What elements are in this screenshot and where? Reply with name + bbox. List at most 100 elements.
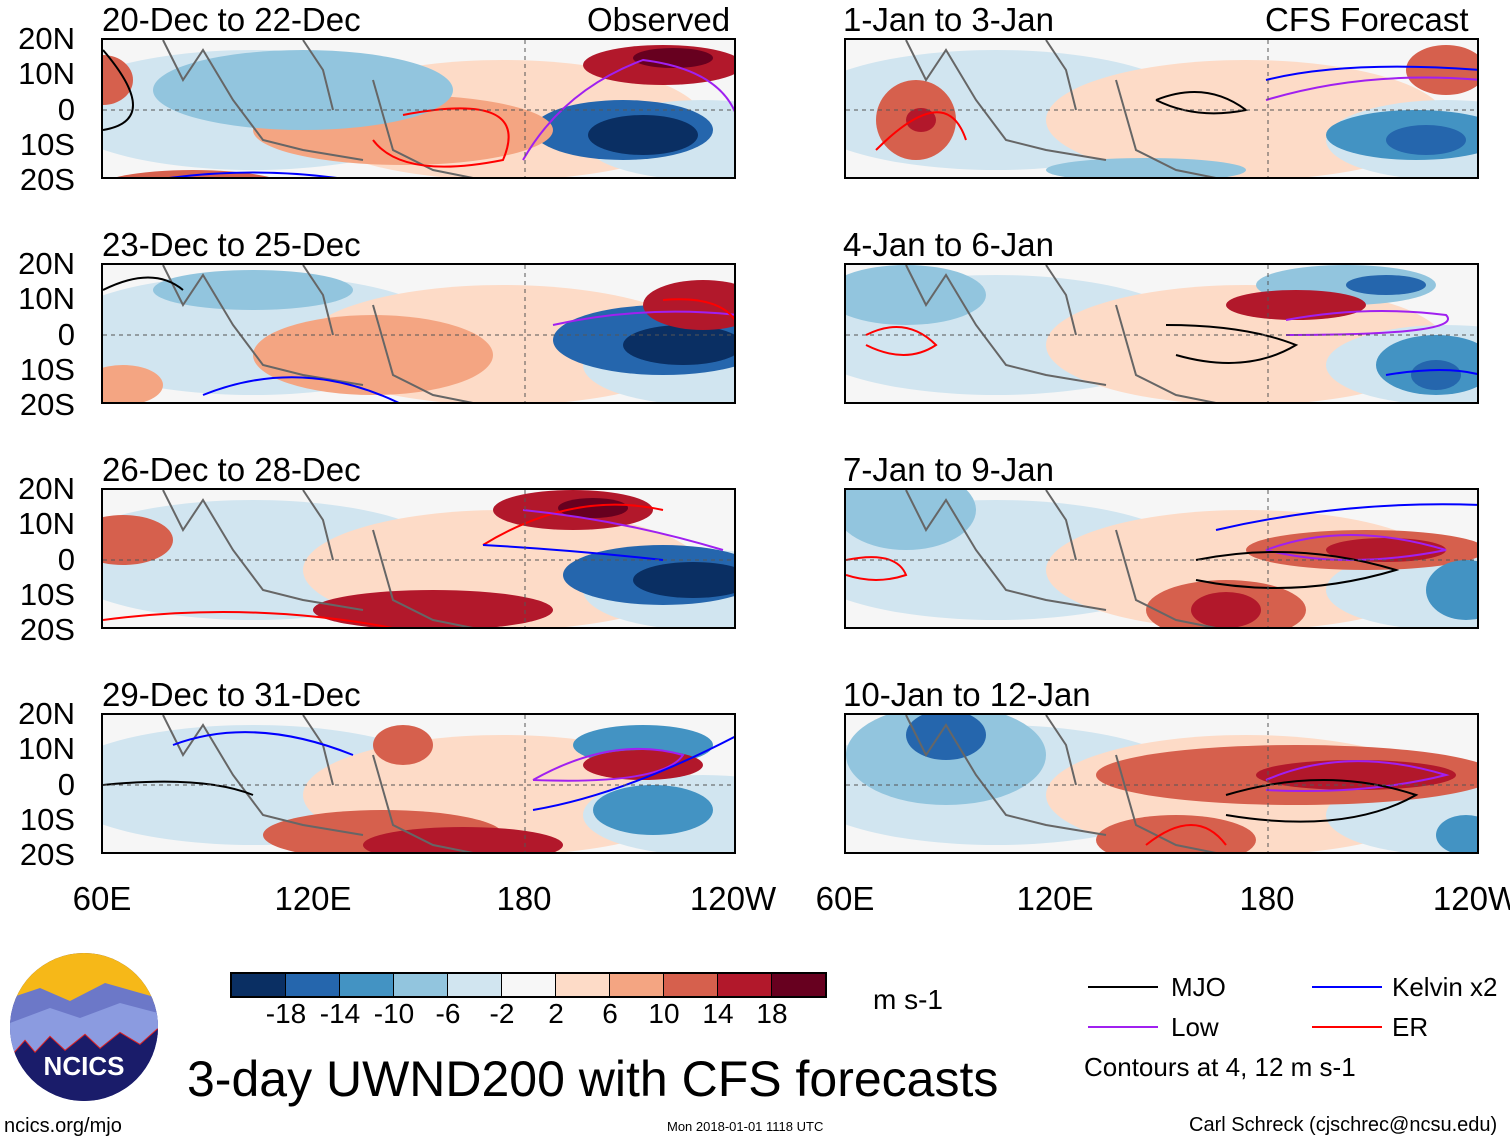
wind-field-map	[846, 490, 1477, 627]
wave-contour	[372, 107, 510, 168]
anomaly-region	[253, 315, 493, 395]
wave-contour	[662, 298, 734, 321]
lat-label: 20N	[18, 246, 75, 281]
source-url[interactable]: ncics.org/mjo	[4, 1115, 122, 1137]
wave-contour	[552, 310, 734, 326]
colorbar-swatch	[394, 974, 448, 996]
colorbar-tick-label: 10	[648, 998, 680, 1029]
lat-label: 0	[57, 766, 75, 802]
anomaly-region	[103, 365, 163, 402]
anomaly-region	[1226, 290, 1366, 320]
legend-line-er	[1312, 1026, 1382, 1028]
colorbar-swatch	[340, 974, 394, 996]
anomaly-region	[1346, 275, 1426, 295]
wave-contour	[103, 276, 184, 291]
logo-graphic: NCICS	[10, 953, 158, 1101]
lat-label: 10N	[18, 506, 75, 542]
wind-field-map	[103, 265, 734, 402]
lon-label: 180	[1239, 880, 1295, 917]
timestamp: Mon 2018-01-01 1118 UTC	[667, 1119, 824, 1134]
map-panel-forecast-2	[844, 263, 1479, 404]
contours-note: Contours at 4, 12 m s-1	[1084, 1052, 1356, 1082]
lat-label: 20N	[18, 696, 75, 731]
wave-contour	[1165, 324, 1299, 364]
wave-contour	[1285, 310, 1449, 336]
colorbar-tick-label: 18	[756, 998, 788, 1029]
wave-contour	[522, 58, 734, 161]
wave-contour	[103, 49, 134, 131]
coastline	[162, 40, 474, 177]
map-panel-observed-3	[101, 488, 736, 629]
anomaly-region	[558, 498, 628, 518]
panel-title: 1-Jan to 3-Jan	[843, 1, 1054, 38]
logo-text: NCICS	[44, 1051, 125, 1081]
wave-contour	[202, 376, 399, 402]
legend-label-low: Low	[1171, 1012, 1219, 1042]
colorbar-swatch	[772, 974, 825, 996]
colorbar-tick-label: 14	[702, 998, 734, 1029]
anomaly-region	[846, 265, 986, 325]
wave-contour	[168, 171, 338, 177]
map-panel-forecast-3	[844, 488, 1479, 629]
legend-label-er: ER	[1392, 1012, 1429, 1042]
lat-label: 20N	[18, 471, 75, 506]
anomaly-region	[1411, 360, 1461, 390]
wave-contour	[172, 731, 354, 756]
lon-label: 120E	[1016, 880, 1094, 917]
legend-label-kelvin: Kelvin x2	[1392, 972, 1498, 1002]
anomaly-region	[1426, 560, 1477, 620]
lat-label: 10N	[18, 56, 75, 92]
wave-contour	[482, 544, 664, 561]
anomaly-region	[1436, 815, 1477, 852]
panel-title: 29-Dec to 31-Dec	[102, 676, 361, 713]
wave-contour	[1265, 76, 1477, 101]
lon-label: 120W	[689, 880, 777, 917]
colorbar-swatch	[664, 974, 718, 996]
colorbar-tick-label: -2	[489, 998, 515, 1029]
coastline	[905, 265, 1217, 402]
map-panel-observed-2	[101, 263, 736, 404]
anomaly-region	[588, 115, 698, 155]
wave-contour	[1215, 503, 1477, 531]
anomaly-region	[643, 280, 734, 330]
anomaly-region	[593, 785, 713, 835]
observed-label: Observed	[587, 1, 731, 38]
anomaly-region	[153, 270, 353, 310]
lat-label: 20N	[18, 21, 75, 56]
lon-label: 180	[496, 880, 552, 917]
colorbar-units: m s-1	[873, 984, 943, 1015]
panel-title: 23-Dec to 25-Dec	[102, 226, 361, 263]
lon-label: 120E	[274, 880, 352, 917]
wind-field-map	[103, 490, 734, 627]
lat-label: 10S	[19, 801, 75, 837]
anomaly-region	[906, 108, 936, 132]
lat-label: 20S	[19, 837, 75, 873]
panel-title: 10-Jan to 12-Jan	[843, 676, 1091, 713]
wave-contour	[1385, 369, 1477, 376]
coastline	[905, 40, 1217, 177]
wave-contour	[532, 747, 685, 782]
map-panel-forecast-1	[844, 38, 1479, 179]
wave-contour	[1265, 534, 1447, 561]
wave-contour	[103, 611, 393, 627]
wave-contour	[1145, 824, 1227, 846]
lat-label: 0	[57, 316, 75, 352]
anomaly-region	[153, 50, 453, 130]
lat-label: 0	[57, 541, 75, 577]
colorbar-tick-label: -6	[435, 998, 461, 1029]
anomaly-region	[1046, 158, 1246, 177]
lat-label: 10S	[19, 351, 75, 387]
coastline	[905, 715, 1217, 852]
wave-contour	[1265, 760, 1450, 792]
wave-contour	[1265, 65, 1477, 81]
wind-field-map	[103, 40, 734, 177]
panel-title: 4-Jan to 6-Jan	[843, 226, 1054, 263]
panel-title: 26-Dec to 28-Dec	[102, 451, 361, 488]
wind-field-map	[846, 715, 1477, 852]
anomaly-region	[1406, 45, 1477, 95]
figure-title: 3-day UWND200 with CFS forecasts	[187, 1051, 999, 1107]
coastline	[905, 490, 1217, 627]
lat-label: 10S	[19, 126, 75, 162]
wave-contour	[532, 735, 734, 811]
lat-label: 10N	[18, 731, 75, 767]
